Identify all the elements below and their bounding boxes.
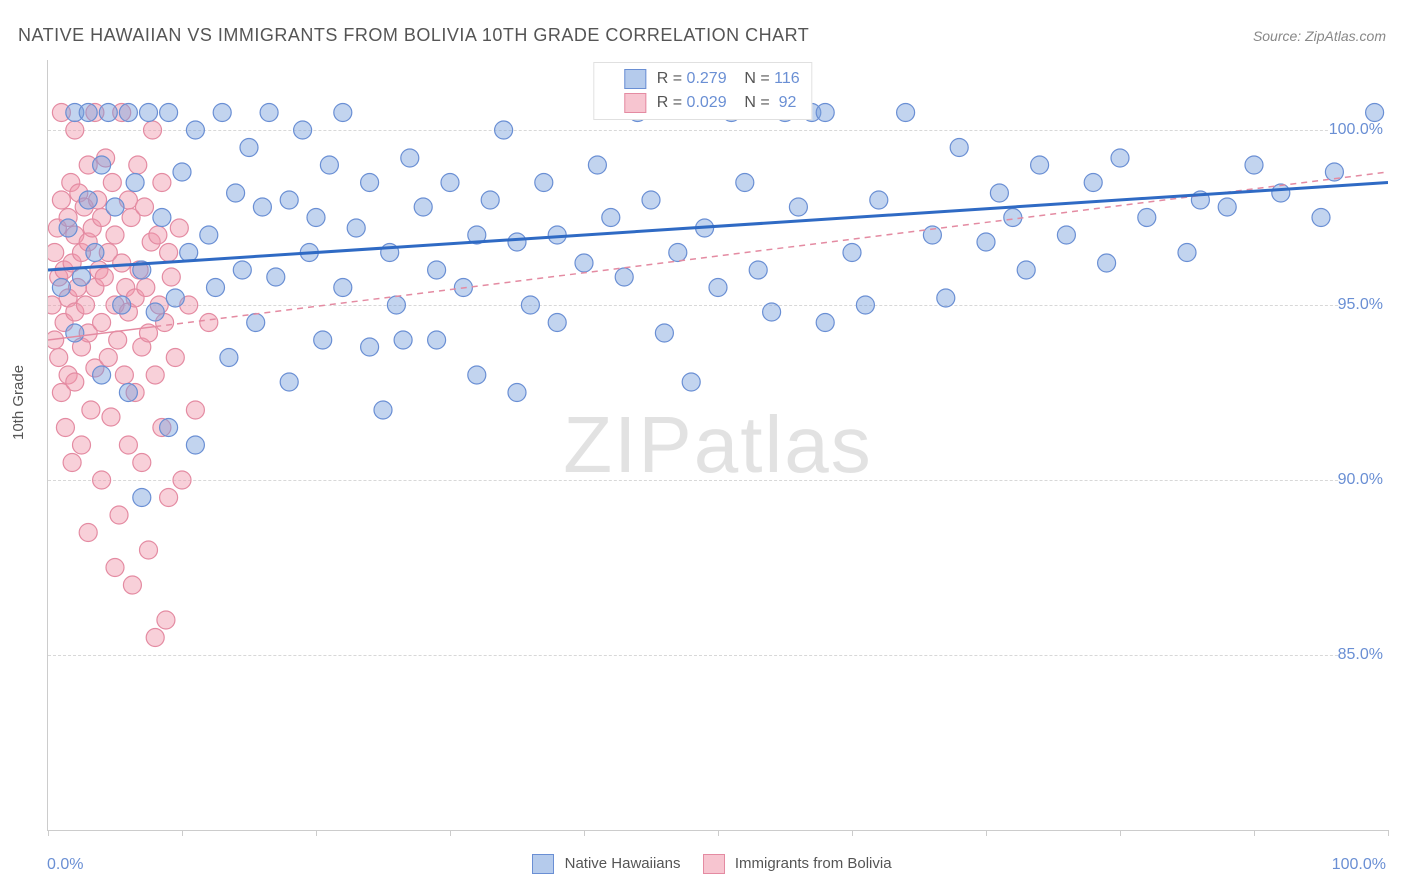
chart-title: NATIVE HAWAIIAN VS IMMIGRANTS FROM BOLIV… <box>18 25 809 46</box>
x-tick <box>1254 830 1255 836</box>
square-icon <box>532 854 554 874</box>
stats-row-1: R = 0.279 N = 116 <box>606 67 799 91</box>
source-label: Source: ZipAtlas.com <box>1253 28 1386 44</box>
legend-label-2: Immigrants from Bolivia <box>735 855 892 872</box>
stats-legend-box: R = 0.279 N = 116 R = 0.029 N = 92 <box>593 62 812 120</box>
x-tick <box>852 830 853 836</box>
x-tick <box>316 830 317 836</box>
square-icon <box>624 69 646 89</box>
legend-label-1: Native Hawaiians <box>565 855 681 872</box>
chart-svg <box>48 60 1388 830</box>
square-icon <box>624 93 646 113</box>
stats-row-2: R = 0.029 N = 92 <box>606 91 799 115</box>
x-tick <box>48 830 49 836</box>
chart-container: NATIVE HAWAIIAN VS IMMIGRANTS FROM BOLIV… <box>0 0 1406 892</box>
x-tick <box>182 830 183 836</box>
x-tick <box>584 830 585 836</box>
x-tick <box>986 830 987 836</box>
x-tick <box>450 830 451 836</box>
square-icon <box>703 854 725 874</box>
x-tick <box>1120 830 1121 836</box>
plot-area: ZIPatlas 85.0%90.0%95.0%100.0% <box>47 60 1388 831</box>
x-tick <box>718 830 719 836</box>
x-tick <box>1388 830 1389 836</box>
y-axis-title: 10th Grade <box>10 365 27 440</box>
bottom-legend: Native Hawaiians Immigrants from Bolivia <box>0 854 1406 874</box>
